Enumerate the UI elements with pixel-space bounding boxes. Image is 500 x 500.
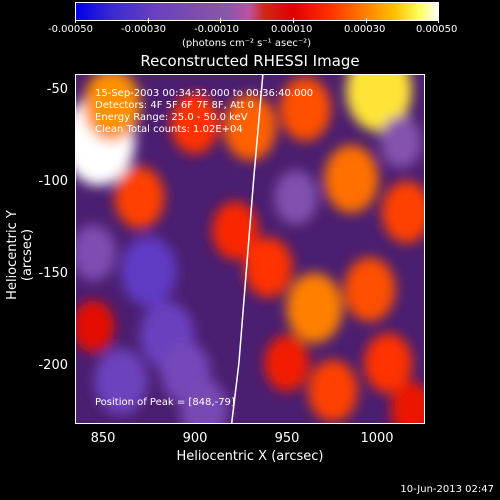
colorbar-tick-label: 0.00050 <box>416 24 458 35</box>
x-tick-label: 1000 <box>360 431 394 446</box>
y-tick-label: -150 <box>38 266 68 281</box>
emission-blob <box>364 333 413 394</box>
plot-frame <box>75 74 425 424</box>
emission-blob <box>170 93 219 154</box>
heatmap-image <box>75 74 425 424</box>
colorbar-tick <box>366 18 367 23</box>
x-tick-label: 950 <box>274 431 300 446</box>
solar-limb-curve <box>230 74 264 424</box>
x-axis-label: Heliocentric X (arcsec) <box>176 449 324 464</box>
info-method-counts: Clean Total counts: 1.02E+04 <box>95 124 243 135</box>
colorbar-tick-label: -0.00030 <box>121 24 166 35</box>
emission-blob <box>264 335 310 392</box>
emission-blob <box>279 77 331 141</box>
negative-blob <box>120 236 177 307</box>
y-tick-label: -50 <box>46 82 68 97</box>
emission-blob <box>75 300 115 353</box>
y-axis-label: Heliocentric Y (arcsec) <box>5 210 35 300</box>
chart-title: Reconstructed RHESSI Image <box>140 52 360 70</box>
colorbar-tick <box>293 18 294 23</box>
info-time-range: 15-Sep-2003 00:34:32.000 to 00:36:40.000 <box>95 88 314 99</box>
info-detectors: Detectors: 4F 5F 6F 7F 8F, Att 0 <box>95 100 255 111</box>
peak-position-label: Position of Peak = [848,-79] <box>95 397 235 408</box>
emission-blob <box>244 237 293 298</box>
emission-blob <box>324 145 379 213</box>
emission-blob <box>223 94 277 161</box>
colorbar-tick-label: -0.00050 <box>48 24 93 35</box>
colorbar-tick-label: 0.00030 <box>344 24 386 35</box>
colorbar-unit: (photons cm⁻² s⁻¹ asec⁻²) <box>182 38 312 49</box>
emission-blob <box>212 201 259 260</box>
y-tick-label: -100 <box>38 174 68 189</box>
x-tick-label: 850 <box>90 431 116 446</box>
emission-blob <box>390 382 425 424</box>
emission-blob <box>308 359 358 422</box>
negative-blob <box>75 224 116 281</box>
colorbar-tick-label: -0.00010 <box>194 24 239 35</box>
footer-date: 10-Jun-2013 02:47 <box>400 484 494 495</box>
colorbar-tick <box>75 18 76 23</box>
colorbar-tick <box>148 18 149 23</box>
emission-blob <box>286 272 343 343</box>
colorbar-tick <box>438 18 439 23</box>
x-tick-label: 900 <box>182 431 208 446</box>
emission-blob <box>381 181 425 244</box>
y-tick-label: -200 <box>38 358 68 373</box>
negative-blob <box>179 379 228 424</box>
negative-blob <box>380 116 422 169</box>
info-energy-range: Energy Range: 25.0 - 50.0 keV <box>95 112 248 123</box>
emission-blob <box>114 166 165 229</box>
colorbar-tick <box>220 18 221 23</box>
negative-blob <box>94 348 148 415</box>
colorbar <box>75 2 439 21</box>
colorbar-tick-label: 0.00010 <box>271 24 313 35</box>
emission-blob <box>344 257 396 322</box>
negative-blob <box>274 170 318 225</box>
emission-blob <box>83 74 141 142</box>
